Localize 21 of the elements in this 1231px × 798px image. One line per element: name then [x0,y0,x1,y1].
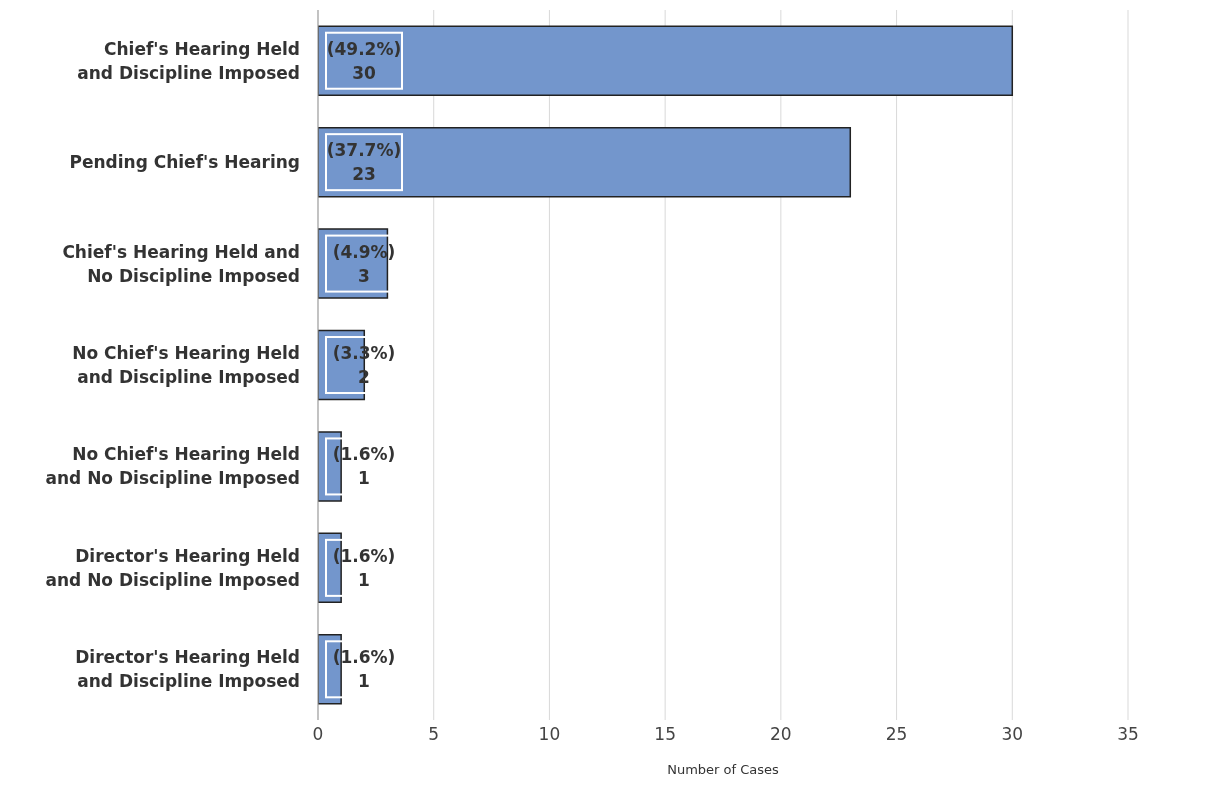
x-tick-label: 25 [885,724,908,745]
y-tick-label: No Chief's Hearing Held and Discipline Imposed [72,343,300,387]
x-tick-label: 5 [428,724,440,745]
data-label: (49.2%) 30 [326,38,402,83]
bar [318,126,852,198]
x-tick-label: 0 [312,724,324,745]
bar [318,25,1014,96]
y-tick-label: No Chief's Hearing Held and No Discipline Imposed [45,444,300,489]
y-tick-label: Director's Hearing Held and Discipline Imposed [75,647,300,692]
x-tick-label: 20 [770,724,792,745]
y-tick-label: Chief's Hearing Held and Discipline Imposed [77,38,300,83]
x-tick-label: 15 [654,724,676,745]
x-tick-label: 35 [1117,724,1139,745]
data-label: (37.7%) 23 [326,140,402,185]
x-tick-label: 10 [538,724,561,745]
y-tick-label: Director's Hearing Held and No Discipline Imposed [45,545,300,590]
x-axis-title: Number of Cases [667,762,780,777]
x-tick-label: 30 [1001,724,1024,745]
y-tick-label: Chief's Hearing Held and No Discipline Imposed [62,241,300,286]
data-label: (3.3%) 2 [332,343,396,388]
y-tick-label: Pending Chief's Hearing [69,152,300,173]
